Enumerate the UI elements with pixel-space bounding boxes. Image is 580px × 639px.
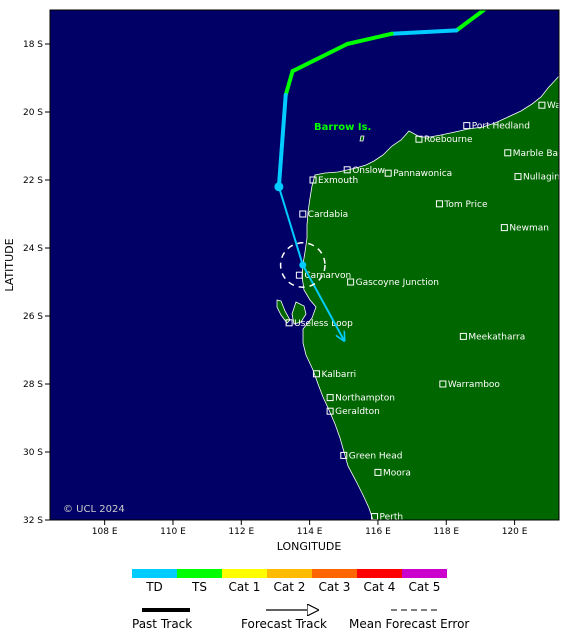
town-label: Wallal Downs: [547, 101, 580, 111]
lat-tick-label: 22 S: [23, 176, 43, 186]
town-label: Nullagine: [523, 173, 566, 183]
town-label: Meekatharra: [468, 332, 525, 342]
town-label: Warramboo: [448, 380, 501, 390]
town-marker: [343, 166, 351, 174]
barrow-island-label: Barrow Is.: [314, 122, 371, 133]
town-label: Roebourne: [424, 135, 473, 145]
town-marker: [459, 332, 467, 340]
town-marker: [384, 169, 392, 177]
past-track-segment: [290, 42, 350, 74]
legend-swatch: [222, 569, 267, 578]
y-axis-title: LATITUDE: [3, 238, 16, 291]
town-marker: [312, 370, 320, 378]
intensity-legend: TD TS Cat 1 Cat 2 Cat 3 Cat 4 Cat 5: [132, 569, 447, 594]
past-track-segment: [389, 28, 459, 36]
town-marker: [326, 407, 334, 415]
lat-tick-label: 32 S: [23, 516, 43, 526]
town-marker: [500, 224, 508, 232]
forecast-position-marker: [299, 261, 307, 269]
town-marker: [326, 394, 334, 402]
lon-tick-label: 118 E: [433, 527, 459, 537]
legend-category-label: Cat 2: [274, 580, 306, 594]
legend-category-label: TS: [191, 580, 207, 594]
legend-swatch: [177, 569, 222, 578]
town-label: Northampton: [335, 394, 395, 404]
lon-tick-label: 120 E: [502, 527, 528, 537]
legend-category-label: Cat 1: [229, 580, 261, 594]
town-label: Cardabia: [308, 210, 348, 220]
town-label: Port Hedland: [472, 122, 530, 132]
town-label: Useless Loop: [294, 319, 353, 329]
lon-tick-label: 114 E: [297, 527, 323, 537]
past-track-legend-label: Past Track: [132, 617, 192, 631]
legend-category-label: Cat 5: [409, 580, 441, 594]
barrow-island: [359, 135, 365, 142]
current-position-marker: [274, 182, 284, 192]
lon-tick-label: 110 E: [160, 527, 186, 537]
town-marker: [538, 101, 546, 109]
town-marker: [295, 271, 303, 279]
town-label: Onslow: [352, 166, 385, 176]
lon-tick-label: 112 E: [228, 527, 254, 537]
town-marker: [309, 176, 317, 184]
town-label: Geraldton: [335, 407, 380, 417]
town-marker: [514, 173, 522, 181]
town-label: Moora: [383, 468, 411, 478]
town-marker: [504, 149, 512, 157]
town-label: Exmouth: [318, 176, 358, 186]
town-label: Kalbarri: [321, 370, 356, 380]
legend-swatch: [312, 569, 357, 578]
legend-swatch: [402, 569, 447, 578]
legend-swatch: [267, 569, 312, 578]
legend-swatch: [357, 569, 402, 578]
forecast-track-legend-label: Forecast Track: [241, 617, 327, 631]
legend-category-label: Cat 3: [319, 580, 351, 594]
town-label: Marble Bar: [513, 149, 562, 159]
town-label: Gascoyne Junction: [356, 278, 439, 288]
town-label: Carnarvon: [304, 271, 351, 281]
town-marker: [435, 200, 443, 208]
legend-category-label: TD: [145, 580, 163, 594]
town-marker: [439, 380, 447, 388]
shark-bay-peninsula: [291, 301, 307, 325]
legend-category-label: Cat 4: [364, 580, 396, 594]
x-axis-title: LONGITUDE: [277, 540, 342, 553]
lat-tick-label: 20 S: [23, 108, 43, 118]
lon-tick-label: 108 E: [92, 527, 118, 537]
lat-tick-label: 24 S: [23, 244, 43, 254]
town-marker: [299, 210, 307, 218]
town-marker: [285, 319, 293, 327]
lat-tick-label: 18 S: [23, 40, 43, 50]
legend-swatch: [132, 569, 177, 578]
past-track-segment: [276, 93, 288, 189]
town-label: Pannawonica: [393, 169, 452, 179]
past-track-segment: [345, 31, 394, 46]
town-marker: [463, 122, 471, 130]
past-track-segment: [283, 69, 295, 97]
dirk-hartog-island: [276, 299, 291, 324]
town-label: Newman: [509, 224, 549, 234]
town-label: Perth: [380, 513, 404, 523]
mainland-australia: [301, 75, 559, 520]
past-track-segment: [454, 10, 486, 33]
town-marker: [347, 278, 355, 286]
plot-frame: [49, 9, 560, 521]
lat-tick-label: 28 S: [23, 380, 43, 390]
town-label: Tom Price: [443, 200, 488, 210]
town-marker: [415, 135, 423, 143]
lon-tick-label: 116 E: [365, 527, 391, 537]
lat-tick-label: 30 S: [23, 448, 43, 458]
town-marker: [340, 451, 348, 459]
mean-error-legend-label: Mean Forecast Error: [349, 617, 469, 631]
lat-tick-label: 26 S: [23, 312, 43, 322]
mean-forecast-error-circle: [279, 242, 326, 288]
town-label: Green Head: [349, 451, 403, 461]
town-marker: [374, 468, 382, 476]
copyright-label: © UCL 2024: [63, 504, 125, 515]
